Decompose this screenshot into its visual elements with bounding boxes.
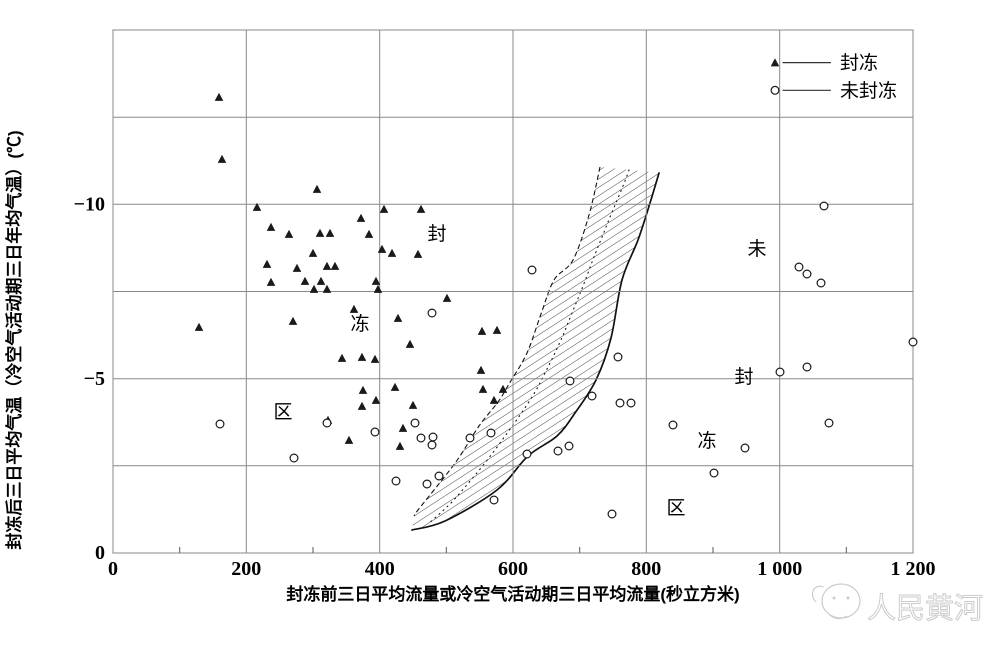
svg-text:封: 封	[734, 366, 753, 388]
svg-text:冻: 冻	[697, 430, 716, 452]
svg-text:冻: 冻	[350, 313, 369, 335]
svg-text:400: 400	[365, 558, 395, 580]
svg-text:600: 600	[498, 558, 528, 580]
svg-text:800: 800	[631, 558, 661, 580]
svg-text:未: 未	[747, 238, 766, 260]
svg-text:0: 0	[108, 558, 118, 580]
svg-text:封冻前三日平均流量或冷空气活动期三日平均流量(秒立方米): 封冻前三日平均流量或冷空气活动期三日平均流量(秒立方米)	[286, 584, 739, 604]
svg-text:1 200: 1 200	[891, 558, 936, 580]
svg-text:封: 封	[427, 223, 446, 245]
svg-text:封冻: 封冻	[840, 52, 878, 74]
svg-text:未封冻: 未封冻	[840, 80, 897, 102]
svg-text:1 000: 1 000	[757, 558, 802, 580]
svg-text:200: 200	[231, 558, 261, 580]
svg-text:区: 区	[273, 402, 292, 423]
svg-text:−10: −10	[74, 194, 105, 216]
svg-text:封冻后三日平均气温（冷空气活动期三日年均气温）(℃): 封冻后三日平均气温（冷空气活动期三日年均气温）(℃)	[4, 130, 24, 549]
svg-text:区: 区	[666, 498, 685, 519]
svg-text:人民黄河: 人民黄河	[867, 592, 983, 625]
svg-text:0: 0	[95, 542, 105, 564]
svg-text:−5: −5	[84, 368, 105, 390]
